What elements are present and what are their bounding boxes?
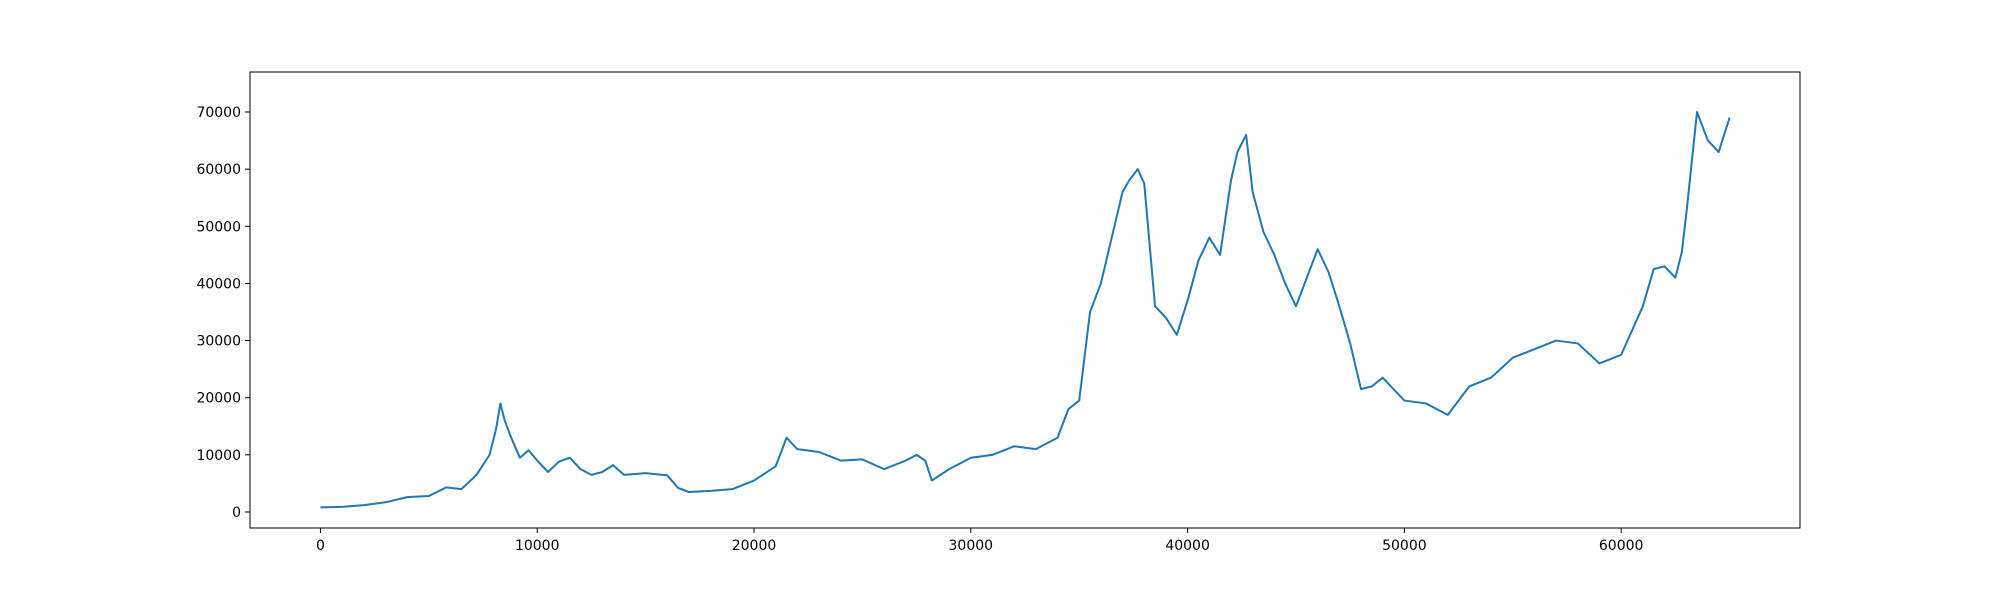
y-tick-label: 30000 xyxy=(196,334,241,350)
x-tick-label: 50000 xyxy=(1382,538,1427,554)
x-tick-label: 20000 xyxy=(732,538,777,554)
axes-frame xyxy=(249,71,1801,529)
y-tick-label: 0 xyxy=(232,505,241,521)
y-tick-label: 10000 xyxy=(196,448,241,464)
x-tick-label: 40000 xyxy=(1165,538,1210,554)
x-tick-label: 0 xyxy=(316,538,325,554)
plot-area xyxy=(320,111,1731,509)
y-tick-label: 60000 xyxy=(196,162,241,178)
y-axis: 0 10000 20000 30000 40000 50000 60000 70000 xyxy=(196,105,250,521)
y-tick-label: 50000 xyxy=(196,219,241,235)
y-tick-label: 40000 xyxy=(196,276,241,292)
x-tick-label: 30000 xyxy=(949,538,994,554)
series-line-1 xyxy=(320,111,1731,509)
y-tick-label: 20000 xyxy=(196,391,241,407)
x-tick-label: 60000 xyxy=(1599,538,1644,554)
x-tick-label: 10000 xyxy=(515,538,560,554)
y-tick-label: 70000 xyxy=(196,105,241,121)
x-axis: 0 10000 20000 30000 40000 50000 60000 xyxy=(316,528,1643,554)
